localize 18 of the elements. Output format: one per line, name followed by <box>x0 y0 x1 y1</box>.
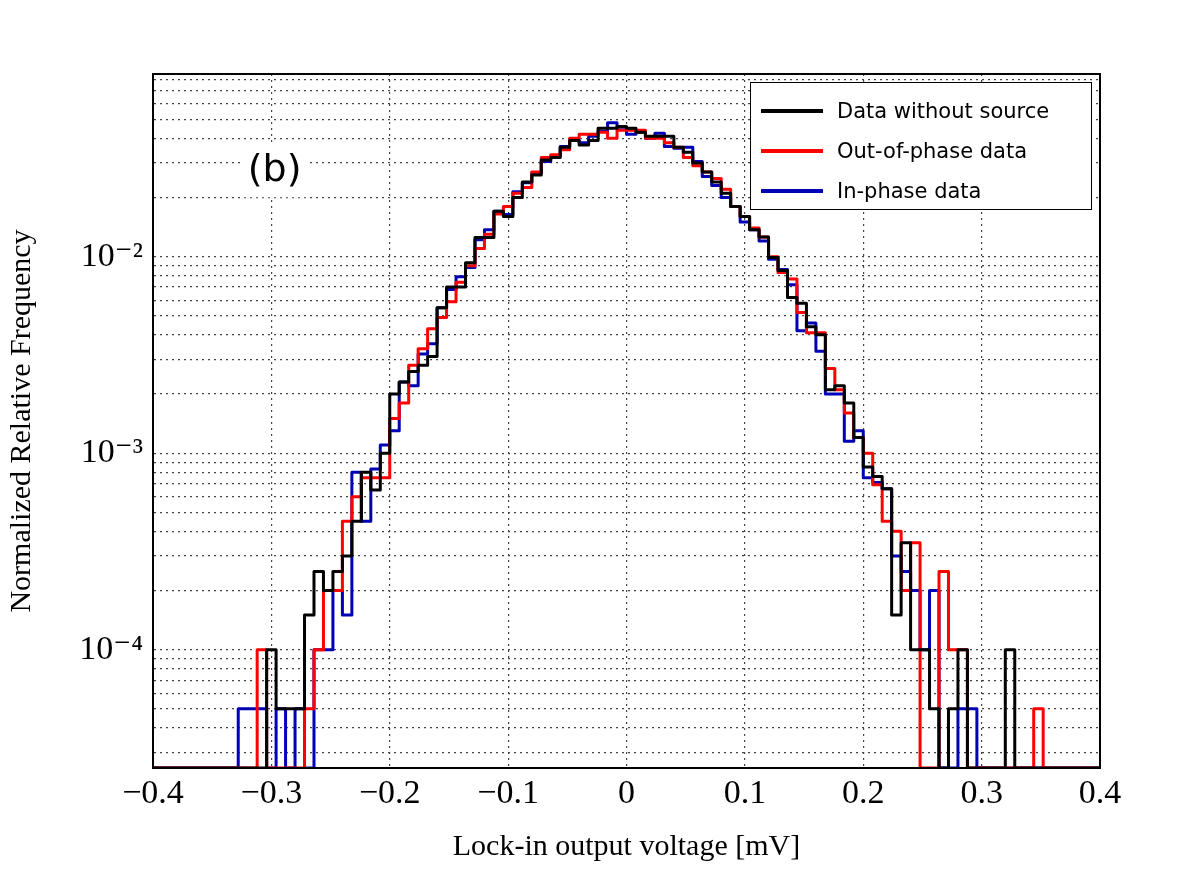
y-tick-label: 10⁻³ <box>80 432 143 470</box>
annotation: (b) <box>247 146 302 191</box>
x-tick-label: −0.1 <box>477 773 539 811</box>
legend-label: In-phase data <box>837 179 982 203</box>
x-tick-label: −0.3 <box>240 773 303 811</box>
x-tick-label: 0.3 <box>960 773 1003 811</box>
x-tick-label: 0.2 <box>842 773 885 811</box>
legend-label: Data without source <box>837 99 1050 123</box>
y-axis-title: Normalized Relative Frequency <box>2 229 36 613</box>
x-tick-label: −0.4 <box>122 773 184 811</box>
y-tick-label: 10⁻⁴ <box>79 628 143 666</box>
x-tick-label: 0.1 <box>723 773 767 811</box>
x-tick-label: −0.2 <box>358 773 421 811</box>
x-axis-title: Lock-in output voltage [mV] <box>452 827 801 861</box>
x-tick-label: 0.4 <box>1078 773 1122 811</box>
x-tick-label: 0 <box>618 773 635 811</box>
y-tick-label: 10⁻² <box>80 235 143 273</box>
legend-label: Out-of-phase data <box>837 139 1028 163</box>
